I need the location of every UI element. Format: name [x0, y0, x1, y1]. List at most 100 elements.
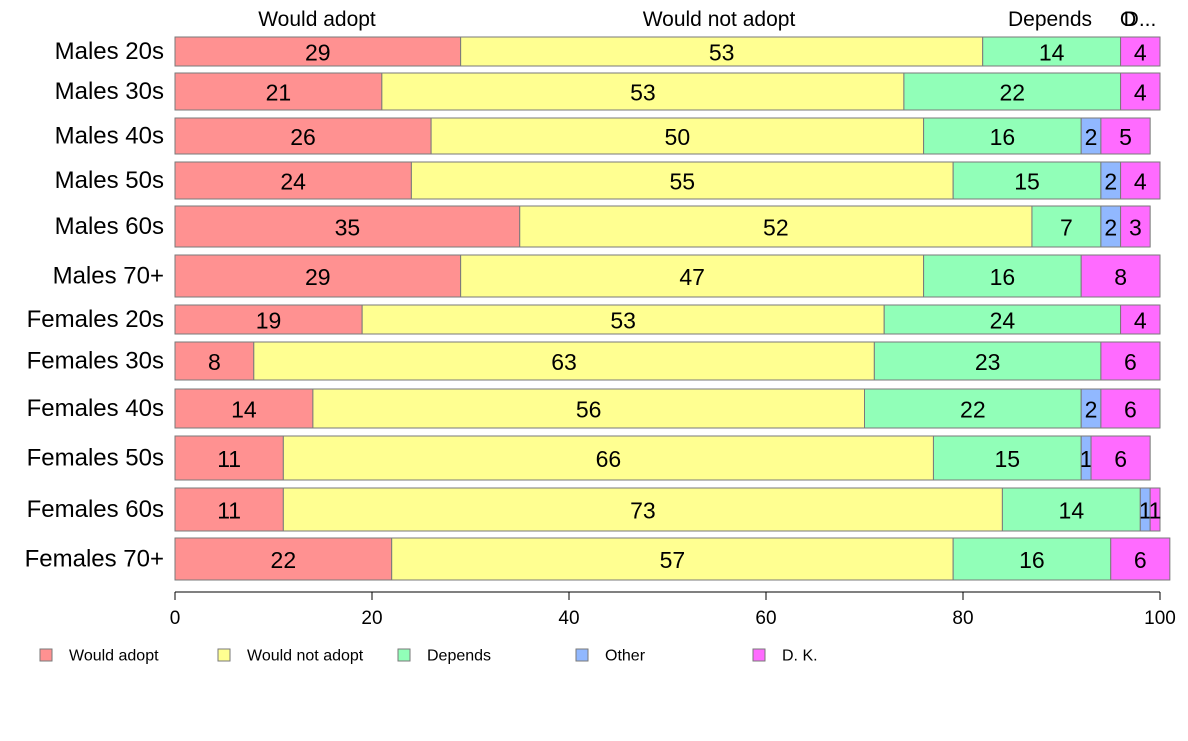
bar-segment [519, 205, 1033, 248]
data-label: 19 [256, 308, 282, 334]
bar-segment [174, 487, 284, 532]
category-label: Females 40s [27, 395, 164, 422]
bar-segment [460, 254, 925, 298]
bar-segment [1120, 36, 1161, 67]
data-label: 21 [266, 80, 292, 106]
data-label: 47 [679, 264, 705, 290]
data-label: 1 [1080, 446, 1093, 472]
bar-segment [1110, 537, 1171, 581]
bar-segment [282, 487, 1003, 532]
bar-segment [952, 537, 1112, 581]
data-label: 1 [1149, 498, 1162, 524]
category-label: Males 30s [55, 78, 164, 105]
x-tick-label: 20 [361, 608, 382, 629]
data-label: 4 [1134, 169, 1147, 195]
bar-segment [952, 161, 1102, 200]
legend-label: Would not adopt [247, 648, 364, 665]
column-header-label: O [1120, 8, 1136, 31]
x-tick-label: 60 [755, 608, 776, 629]
data-label: 6 [1114, 446, 1127, 472]
bar-segment [381, 72, 905, 111]
data-label: 53 [630, 80, 656, 106]
data-label: 2 [1104, 215, 1117, 241]
data-label: 8 [1114, 264, 1127, 290]
bar-segment [174, 36, 462, 67]
data-label: 14 [231, 397, 257, 423]
bar-segment [1001, 487, 1141, 532]
bar-segment [903, 72, 1122, 111]
bar-segment [1100, 117, 1151, 155]
data-label: 52 [763, 215, 789, 241]
data-label: 6 [1134, 547, 1147, 573]
x-tick-label: 0 [170, 608, 181, 629]
data-label: 22 [999, 80, 1025, 106]
bar-segment [1120, 161, 1161, 200]
data-label: 35 [335, 215, 361, 241]
data-label: 23 [975, 349, 1001, 375]
data-label: 53 [610, 308, 636, 334]
data-label: 22 [960, 397, 986, 423]
legend-swatch [575, 648, 589, 662]
legend-swatch [217, 648, 231, 662]
data-label: 53 [709, 40, 735, 66]
data-label: 2 [1085, 124, 1098, 150]
bar-segment [1080, 254, 1161, 298]
bar-segment [923, 254, 1082, 298]
legend-swatch [752, 648, 766, 662]
data-label: 16 [1019, 547, 1045, 573]
bar-segment [391, 537, 954, 581]
bar-segment [1149, 487, 1161, 532]
bar-segment [174, 537, 393, 581]
data-label: 15 [1014, 169, 1040, 195]
bar-segment [873, 341, 1102, 381]
data-label: 6 [1124, 397, 1137, 423]
data-label: 50 [665, 124, 691, 150]
category-label: Males 50s [55, 167, 164, 194]
legend-swatch [397, 648, 411, 662]
data-label: 57 [660, 547, 686, 573]
bar-segment [312, 388, 865, 429]
data-label: 29 [305, 40, 331, 66]
data-label: 1 [1139, 498, 1152, 524]
data-label: 2 [1104, 169, 1117, 195]
category-label: Males 70+ [53, 263, 164, 290]
bar-segment [883, 304, 1122, 335]
bar-segment [174, 161, 412, 200]
category-label: Males 40s [55, 123, 164, 150]
bar-segment [1090, 435, 1151, 481]
data-label: 56 [576, 397, 602, 423]
bar-segment [174, 117, 432, 155]
data-label: 6 [1124, 349, 1137, 375]
data-label: 14 [1039, 40, 1065, 66]
category-label: Females 30s [27, 348, 164, 375]
column-header-label: Depends [1008, 8, 1092, 31]
legend-label: Depends [427, 648, 491, 665]
column-header-label: D... [1124, 8, 1157, 31]
bar-segment [1120, 205, 1151, 248]
bar-segment [174, 254, 462, 298]
bar-segment [361, 304, 885, 335]
data-label: 8 [208, 349, 221, 375]
bar-segment [1120, 72, 1161, 111]
category-label: Females 20s [27, 306, 164, 333]
bar-segment [174, 205, 521, 248]
category-label: Females 70+ [25, 546, 164, 573]
bar-segment [174, 388, 314, 429]
bar-segment [460, 36, 984, 67]
data-label: 29 [305, 264, 331, 290]
data-label: 11 [217, 446, 241, 472]
bar-segment [174, 304, 363, 335]
x-tick-label: 80 [952, 608, 973, 629]
bar-segment [282, 435, 934, 481]
column-header-label: Would not adopt [643, 8, 796, 31]
data-label: 26 [290, 124, 316, 150]
data-label: 22 [271, 547, 297, 573]
bar-segment [430, 117, 925, 155]
category-label: Males 20s [55, 38, 164, 65]
bar-segment [864, 388, 1082, 429]
data-label: 3 [1129, 215, 1142, 241]
data-label: 24 [990, 308, 1016, 334]
column-header-label: Would adopt [258, 8, 376, 31]
